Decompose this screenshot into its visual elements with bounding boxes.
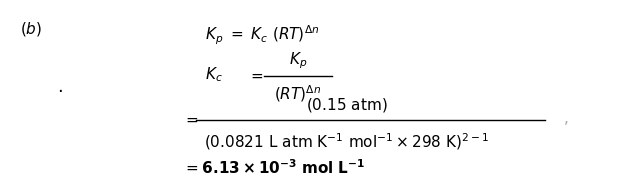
Text: $=$: $=$ (184, 112, 200, 127)
Text: $K_p \ = \ K_c \ (RT)^{\Delta n}$: $K_p \ = \ K_c \ (RT)^{\Delta n}$ (205, 24, 319, 47)
Text: $(b)$: $(b)$ (20, 20, 42, 38)
Text: $(0.15 \ \mathrm{atm})$: $(0.15 \ \mathrm{atm})$ (306, 96, 388, 114)
Text: $K_p$: $K_p$ (288, 50, 307, 71)
Text: $\cdot$: $\cdot$ (57, 81, 63, 99)
Text: $= \mathbf{6.13 \times 10^{-3} \ mol \ L^{-1}}$: $= \mathbf{6.13 \times 10^{-3} \ mol \ L… (184, 158, 366, 177)
Text: $=$: $=$ (248, 68, 264, 83)
Text: $K_c$: $K_c$ (205, 66, 223, 84)
Text: $\left(0.0821 \ \mathrm{L \ atm \ K^{-1} \ mol^{-1}} \times 298 \ \mathrm{K}\rig: $\left(0.0821 \ \mathrm{L \ atm \ K^{-1}… (205, 131, 490, 152)
Text: $(RT)^{\Delta n}$: $(RT)^{\Delta n}$ (274, 83, 321, 104)
Text: $,$: $,$ (563, 112, 569, 127)
